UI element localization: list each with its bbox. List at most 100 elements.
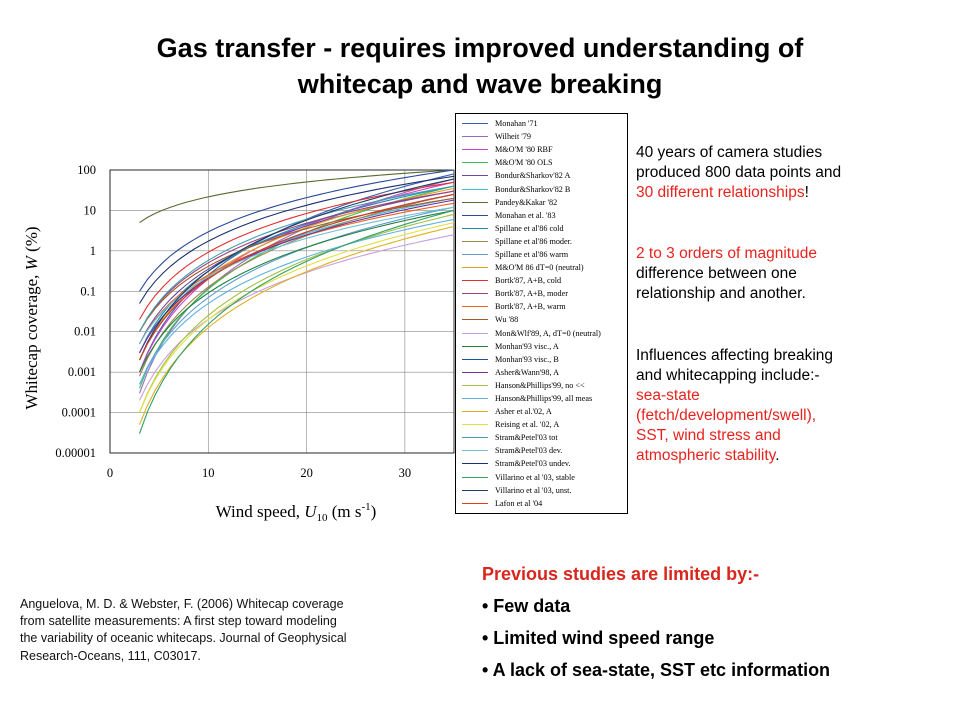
side-text-line: relationship and another.	[636, 285, 806, 302]
side-text-line: difference between one	[636, 265, 797, 282]
legend-swatch	[462, 188, 488, 190]
x-axis-label-main: Wind speed,	[216, 502, 305, 521]
series-line-29	[138, 178, 455, 361]
legend-item: Bortk'87, A+B, moder	[456, 287, 627, 300]
legend-item: Bortk'87, A+B, cold	[456, 274, 627, 287]
legend-label: Reising et al. '02, A	[495, 420, 560, 430]
legend-label: Wilheit '79	[495, 132, 531, 142]
series-line-22	[139, 218, 455, 385]
legend-item: Bondur&Sharkov'82 A	[456, 169, 627, 182]
legend-swatch	[462, 123, 488, 125]
series-line-10	[138, 193, 455, 377]
legend-label: Asher&Wann'98, A	[495, 367, 560, 377]
legend-label: Spillane et al'86 warm	[495, 249, 569, 259]
series-line-8	[139, 169, 455, 292]
x-axis-label-var: U	[304, 502, 318, 521]
limitation-item: • Few data	[482, 596, 571, 616]
legend-item: Asher et al.'02, A	[456, 405, 627, 418]
legend-swatch	[462, 463, 488, 465]
legend-label: Spillane et al'86 moder.	[495, 236, 572, 246]
side-text-highlight: 30 different relationships	[636, 184, 805, 201]
series-line-24	[138, 222, 455, 413]
legend-swatch	[462, 253, 488, 255]
limitation-item: • A lack of sea-state, SST etc informati…	[482, 660, 831, 680]
legend-item: Spillane et al'86 moder.	[456, 235, 627, 248]
legend-item: Bondur&Sharkov'82 B	[456, 182, 627, 195]
legend-swatch	[462, 240, 488, 242]
side-text-highlight: (fetch/development/swell),	[636, 407, 817, 424]
series-line-30	[139, 193, 455, 361]
legend-swatch	[462, 162, 488, 164]
reference-line: Anguelova, M. D. & Webster, F. (2006) Wh…	[20, 597, 344, 611]
legend-label: Monahan '71	[495, 119, 538, 129]
page-title: Gas transfer - requires improved underst…	[0, 30, 960, 102]
legend-item: Lafon et al '04	[456, 497, 627, 510]
legend-swatch	[462, 175, 488, 177]
side-block-influences: Influences affecting breaking and whitec…	[636, 346, 833, 466]
legend-swatch	[462, 411, 488, 413]
legend-swatch	[462, 280, 488, 282]
legend-swatch	[462, 502, 488, 504]
legend-swatch	[462, 267, 488, 269]
y-tick-label: 1	[90, 244, 96, 258]
legend-swatch	[462, 450, 488, 452]
legend-swatch	[462, 201, 488, 203]
legend-item: Asher&Wann'98, A	[456, 366, 627, 379]
y-tick-label: 0.0001	[62, 406, 96, 420]
legend-label: M&O'M '80 OLS	[495, 158, 553, 168]
x-tick-label: 0	[107, 466, 113, 480]
legend-swatch	[462, 214, 488, 216]
x-tick-labels: 0 10 20 30	[107, 466, 411, 480]
side-text-highlight: SST, wind stress and	[636, 427, 781, 444]
side-text-line: Influences affecting breaking	[636, 347, 834, 364]
legend-label: Bortk'87, A+B, cold	[495, 276, 562, 286]
x-axis-label-close: )	[371, 502, 377, 521]
y-axis-label-main: Whitecap coverage,	[22, 270, 41, 409]
x-axis-label-sup: -1	[361, 501, 370, 513]
legend-swatch	[462, 384, 488, 386]
y-tick-labels: 0.00001 0.0001 0.001 0.01 0.1 1 10 100	[55, 163, 96, 460]
x-axis-label: Wind speed, U10 (m s-1)	[216, 501, 377, 524]
legend-item: Monhan'93 visc., B	[456, 353, 627, 366]
series-line-28	[138, 209, 455, 434]
y-axis-label-unit: (%)	[22, 226, 41, 256]
reference-line: from satellite measurements: A first ste…	[20, 614, 337, 629]
legend-swatch	[462, 437, 488, 439]
reference-line: the variability of oceanic whitecaps. Jo…	[20, 631, 347, 646]
side-text-line: atmospheric stability.	[636, 446, 833, 466]
legend-item: Villarino et al '03, stable	[456, 471, 627, 484]
legend-swatch	[462, 149, 488, 151]
series-line-21	[138, 213, 455, 413]
legend-label: Stram&Petel'03 dev.	[495, 446, 563, 456]
reference-citation: Anguelova, M. D. & Webster, F. (2006) Wh…	[20, 596, 440, 665]
x-axis-label-unit: (m s	[327, 502, 361, 521]
legend-item: Mon&Wlf'89, A, dT=0 (neutral)	[456, 327, 627, 340]
y-tick-label: 100	[77, 163, 96, 177]
y-tick-label: 0.00001	[55, 446, 96, 460]
legend-item: Wilheit '79	[456, 130, 627, 143]
series-line-7	[139, 169, 455, 224]
y-axis-label: Whitecap coverage, W (%)	[22, 226, 41, 409]
series-line-12	[139, 187, 455, 361]
legend-label: M&O'M '80 RBF	[495, 145, 553, 155]
limitations-heading: Previous studies are limited by:-	[482, 564, 760, 584]
legend-swatch	[462, 358, 488, 360]
legend-label: Bortk'87, A+B, warm	[495, 302, 566, 312]
legend-label: Bondur&Sharkov'82 B	[495, 184, 571, 194]
y-tick-label: 0.001	[68, 365, 96, 379]
plot-frame	[109, 169, 455, 454]
legend-item: Villarino et al '03, unst.	[456, 484, 627, 497]
side-text-line: and whitecapping include:-	[636, 367, 820, 384]
legend-label: Villarino et al '03, stable	[495, 472, 575, 482]
legend-label: Mon&Wlf'89, A, dT=0 (neutral)	[495, 328, 601, 338]
legend-swatch	[462, 489, 488, 491]
side-text-highlight: atmospheric stability	[636, 447, 776, 464]
legend-item: Stram&Petel'03 undev.	[456, 457, 627, 470]
legend-label: Villarino et al '03, unst.	[495, 485, 572, 495]
legend-label: Stram&Petel'03 tot	[495, 433, 558, 443]
legend-item: Monahan '71	[456, 117, 627, 130]
side-text-line: 40 years of camera studies	[636, 144, 823, 161]
legend-swatch	[462, 319, 488, 321]
legend-label: Pandey&Kakar '82	[495, 197, 558, 207]
